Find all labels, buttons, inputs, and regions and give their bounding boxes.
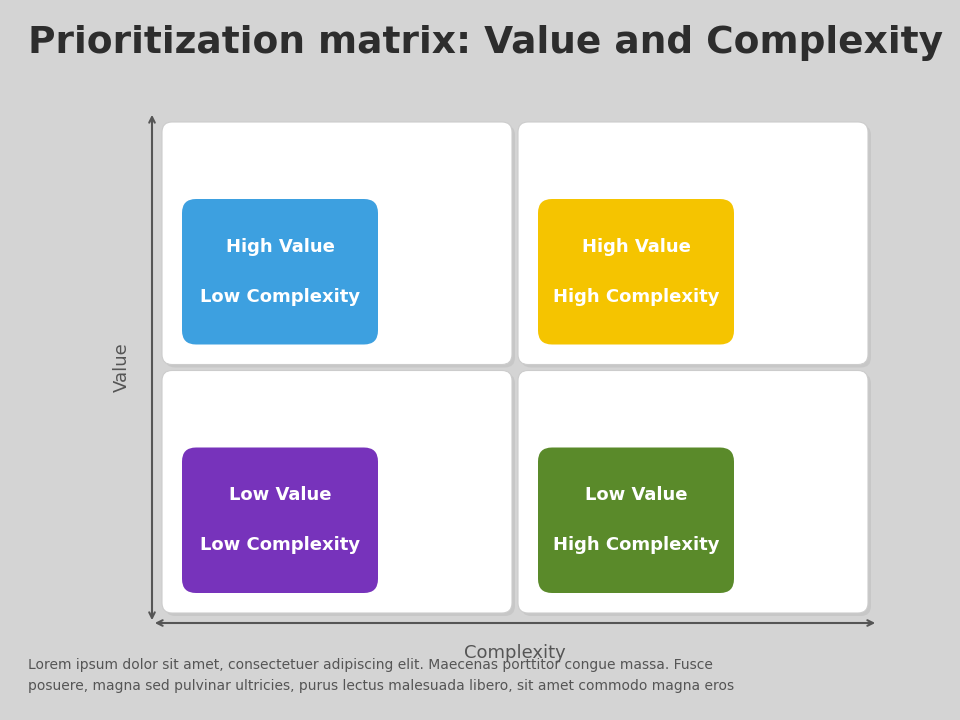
Text: Prioritization matrix: Value and Complexity: Prioritization matrix: Value and Complex…	[28, 25, 943, 61]
FancyBboxPatch shape	[162, 122, 512, 364]
FancyBboxPatch shape	[521, 125, 871, 367]
Text: Lorem ipsum dolor sit amet, consectetuer adipiscing elit. Maecenas porttitor con: Lorem ipsum dolor sit amet, consectetuer…	[28, 658, 734, 693]
FancyBboxPatch shape	[518, 371, 868, 613]
FancyBboxPatch shape	[538, 448, 734, 593]
FancyBboxPatch shape	[518, 122, 868, 364]
FancyBboxPatch shape	[538, 199, 734, 344]
FancyBboxPatch shape	[182, 199, 378, 344]
FancyBboxPatch shape	[165, 125, 515, 367]
Text: High Value

Low Complexity: High Value Low Complexity	[200, 238, 360, 306]
FancyBboxPatch shape	[521, 374, 871, 616]
Text: High Value

High Complexity: High Value High Complexity	[553, 238, 719, 306]
Text: Low Value

High Complexity: Low Value High Complexity	[553, 486, 719, 554]
FancyBboxPatch shape	[182, 448, 378, 593]
FancyBboxPatch shape	[162, 371, 512, 613]
FancyBboxPatch shape	[165, 374, 515, 616]
Text: Value: Value	[113, 343, 131, 392]
Text: Low Value

Low Complexity: Low Value Low Complexity	[200, 486, 360, 554]
Text: Complexity: Complexity	[464, 644, 565, 662]
